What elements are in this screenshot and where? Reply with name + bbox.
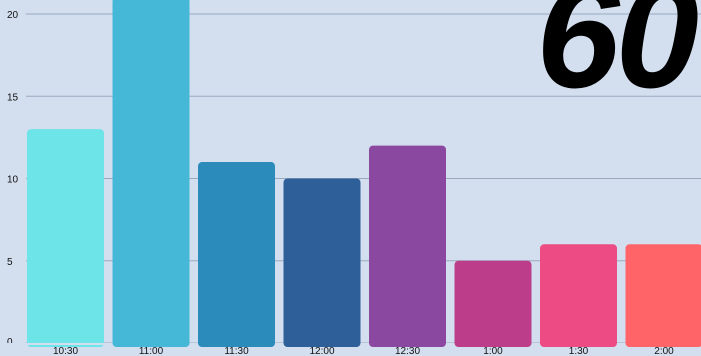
bar-11:30 <box>198 162 275 347</box>
bar-12:30 <box>369 145 446 347</box>
x-tick-label: 1:30 <box>569 346 589 356</box>
y-tick-label: 0 <box>7 337 13 348</box>
bar-11:00 <box>112 0 190 347</box>
y-tick-label: 10 <box>7 175 19 186</box>
bar-1:00 <box>454 260 532 347</box>
y-tick-label: 15 <box>7 92 19 103</box>
y-tick-label: 5 <box>7 257 13 268</box>
bar-12:00 <box>283 178 361 347</box>
y-tick-label: 20 <box>7 10 19 21</box>
bar-10:30 <box>27 129 104 347</box>
bar-1:30 <box>540 244 617 347</box>
x-tick-label: 12:00 <box>309 346 334 356</box>
x-tick-label: 10:30 <box>53 346 78 356</box>
x-tick-label: 11:30 <box>224 346 249 356</box>
x-tick-label: 12:30 <box>395 346 420 356</box>
bar-2:00 <box>625 244 701 347</box>
x-tick-label: 11:00 <box>139 346 164 356</box>
big-number-label: 60 <box>536 0 699 119</box>
x-tick-label: 1:00 <box>483 346 503 356</box>
x-tick-label: 2:00 <box>654 346 674 356</box>
